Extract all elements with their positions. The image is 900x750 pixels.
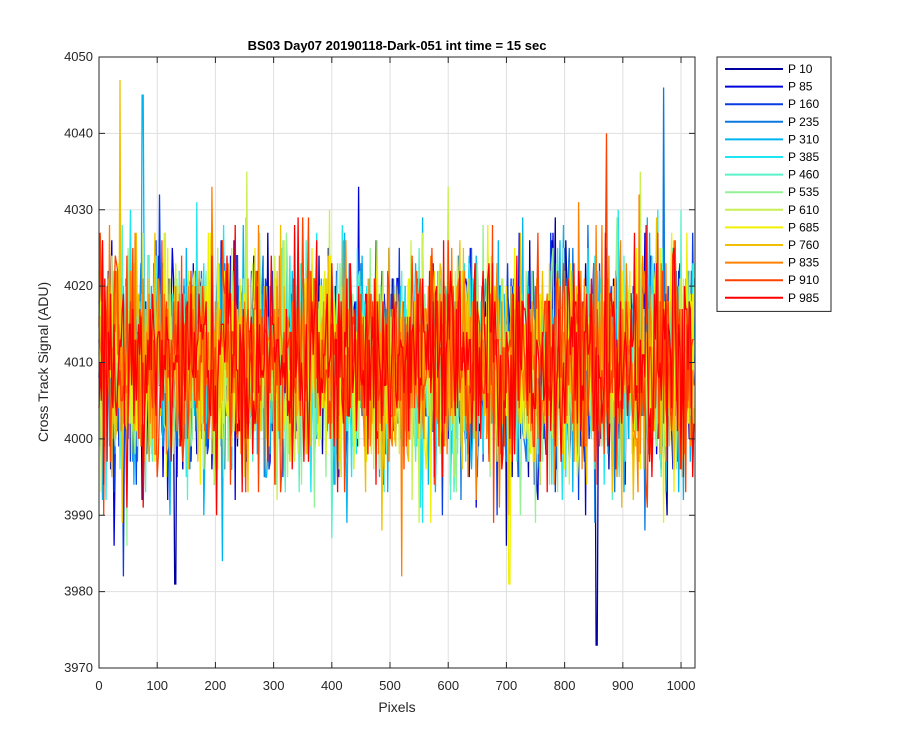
- x-tick-label: 900: [612, 678, 634, 693]
- legend-label: P 610: [788, 203, 819, 217]
- legend-label: P 310: [788, 132, 819, 146]
- y-tick-label: 3980: [64, 584, 93, 599]
- y-tick-label: 4050: [64, 49, 93, 64]
- y-tick-label: 4000: [64, 431, 93, 446]
- x-tick-label: 400: [321, 678, 343, 693]
- y-tick-label: 4040: [64, 125, 93, 140]
- x-tick-label: 700: [496, 678, 518, 693]
- legend-label: P 910: [788, 273, 819, 287]
- x-tick-label: 500: [379, 678, 401, 693]
- x-axis-label: Pixels: [378, 699, 415, 715]
- y-tick-label: 4030: [64, 202, 93, 217]
- x-tick-label: 300: [263, 678, 285, 693]
- x-tick-label: 800: [554, 678, 576, 693]
- legend-label: P 160: [788, 97, 819, 111]
- series-layer: [98, 79, 695, 646]
- series-line-p-910: [98, 133, 694, 523]
- series-line-p-985: [98, 217, 695, 516]
- legend: P 10 P 85 P 160 P 235 P 310 P 385 P 460 P 535 P …: [716, 56, 832, 312]
- legend-label: P 385: [788, 150, 819, 164]
- x-tick-label: 600: [437, 678, 459, 693]
- legend-label: P 835: [788, 256, 819, 270]
- x-tick-label: 1000: [667, 678, 696, 693]
- legend-label: P 460: [788, 168, 819, 182]
- chart-title: BS03 Day07 20190118-Dark-051 int time = …: [248, 38, 547, 53]
- legend-label: P 85: [788, 80, 813, 94]
- y-tick-label: 4010: [64, 355, 93, 370]
- x-tick-label: 0: [95, 678, 102, 693]
- legend-label: P 685: [788, 220, 819, 234]
- legend-label: P 535: [788, 185, 819, 199]
- y-tick-label: 3990: [64, 507, 93, 522]
- x-tick-label: 100: [146, 678, 168, 693]
- y-tick-label: 3970: [64, 660, 93, 675]
- legend-label: P 760: [788, 238, 819, 252]
- legend-label: P 235: [788, 115, 819, 129]
- legend-label: P 10: [788, 62, 813, 76]
- y-axis-label: Cross Track Signal (ADU): [35, 282, 51, 442]
- ticks-layer: 0 100 200 300 400 500 600 700 800 900 1000 3970 3980…: [64, 49, 695, 693]
- y-tick-label: 4020: [64, 278, 93, 293]
- x-tick-label: 200: [205, 678, 227, 693]
- legend-box: [716, 56, 832, 312]
- legend-label: P 985: [788, 291, 819, 305]
